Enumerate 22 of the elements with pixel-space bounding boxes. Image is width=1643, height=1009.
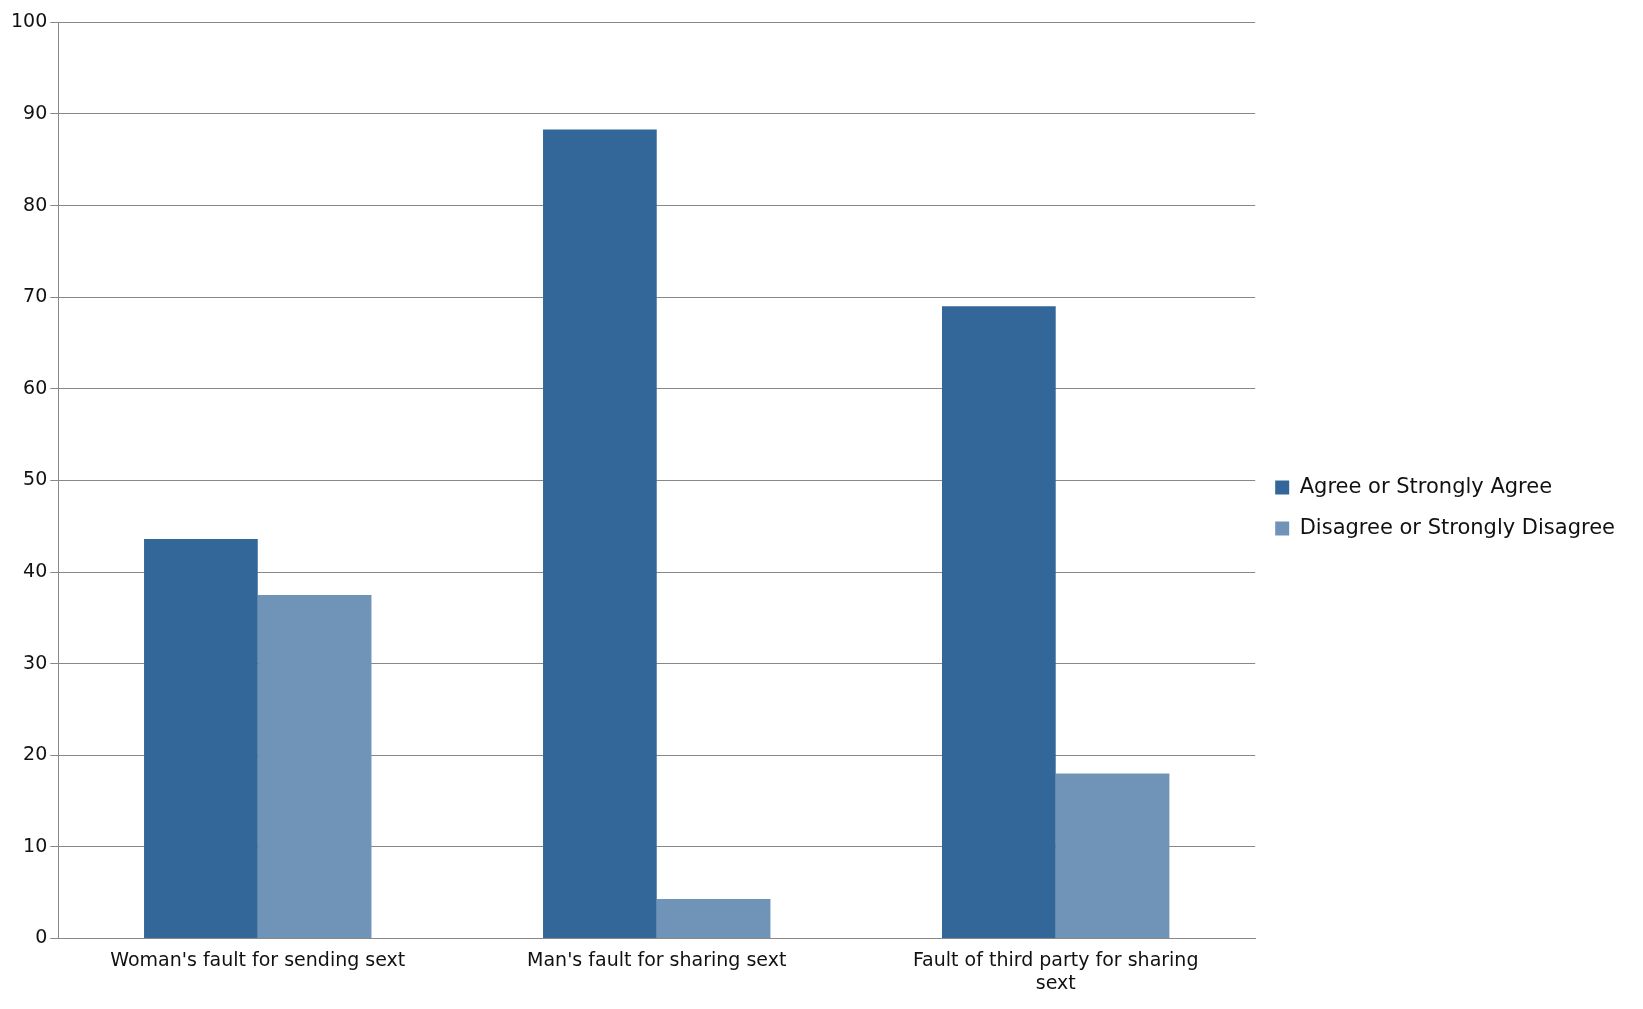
bar (543, 129, 657, 938)
x-tick-label: Fault of third party for sharing sext (912, 947, 1199, 993)
x-tick-label: Woman's fault for sending sext (110, 947, 406, 970)
legend-label: Disagree or Strongly Disagree (1299, 514, 1615, 539)
bar (257, 594, 372, 938)
bar (656, 899, 771, 938)
legend-label: Agree or Strongly Agree (1299, 473, 1553, 498)
y-tick-label: 30 (23, 650, 48, 673)
y-tick-label: 40 (23, 558, 48, 581)
bar (144, 539, 258, 938)
bar (1055, 773, 1170, 938)
y-tick-label: 70 (23, 284, 48, 307)
y-tick-label: 100 (11, 9, 48, 32)
y-tick-label: 50 (23, 467, 48, 490)
y-tick-label: 90 (23, 100, 48, 123)
y-tick-label: 10 (23, 833, 48, 856)
y-tick-label: 0 (35, 925, 48, 948)
y-tick-label: 80 (23, 192, 48, 215)
y-tick-label: 20 (23, 742, 48, 765)
bar (942, 306, 1056, 938)
x-tick-label: Man's fault for sharing sext (527, 947, 787, 970)
y-tick-label: 60 (23, 375, 48, 398)
